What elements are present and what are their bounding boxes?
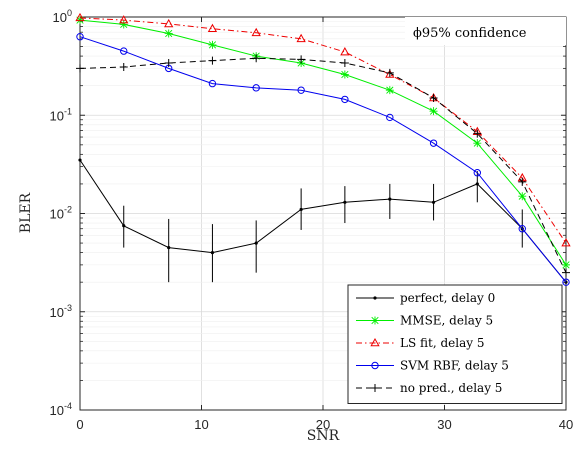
point-marker	[473, 139, 481, 147]
point-marker	[476, 182, 479, 185]
y-tick-label: 100	[53, 8, 72, 25]
x-tick-label: 40	[559, 417, 573, 432]
confidence-note-text: ϕ95% confidence	[413, 26, 527, 41]
point-marker	[373, 296, 376, 299]
x-tick-label: 30	[437, 417, 451, 432]
legend-label: no pred., delay 5	[400, 381, 502, 395]
x-tick-label: 0	[76, 417, 83, 432]
x-tick-label: 10	[194, 417, 208, 432]
y-axis-label: BLER	[18, 192, 34, 233]
legend: perfect, delay 0 MMSE, delay 5 LS fit, del…	[348, 285, 562, 404]
point-marker	[371, 317, 379, 325]
point-marker	[300, 208, 303, 211]
point-marker	[165, 29, 173, 37]
point-marker	[208, 41, 216, 49]
point-marker	[76, 16, 84, 24]
confidence-note: ϕ95% confidence	[405, 17, 566, 45]
y-tick-label: 10-4	[50, 401, 72, 418]
point-marker	[255, 241, 258, 244]
point-marker	[432, 201, 435, 204]
point-marker	[78, 158, 81, 161]
point-marker	[122, 224, 125, 227]
legend-label: LS fit, delay 5	[400, 336, 484, 350]
point-marker	[430, 107, 438, 115]
legend-label: MMSE, delay 5	[400, 314, 493, 328]
legend-label: perfect, delay 0	[400, 291, 495, 305]
point-marker	[518, 192, 526, 200]
point-marker	[167, 246, 170, 249]
y-tick-label: 10-2	[50, 205, 72, 222]
point-marker	[343, 201, 346, 204]
point-marker	[341, 70, 349, 78]
point-marker	[562, 261, 570, 269]
point-marker	[386, 86, 394, 94]
y-tick-label: 10-3	[50, 303, 72, 320]
y-tick-label: 10-1	[50, 106, 72, 123]
x-axis-label: SNR	[307, 428, 340, 444]
legend-label: SVM RBF, delay 5	[400, 359, 509, 373]
point-marker	[211, 251, 214, 254]
point-marker	[388, 198, 391, 201]
